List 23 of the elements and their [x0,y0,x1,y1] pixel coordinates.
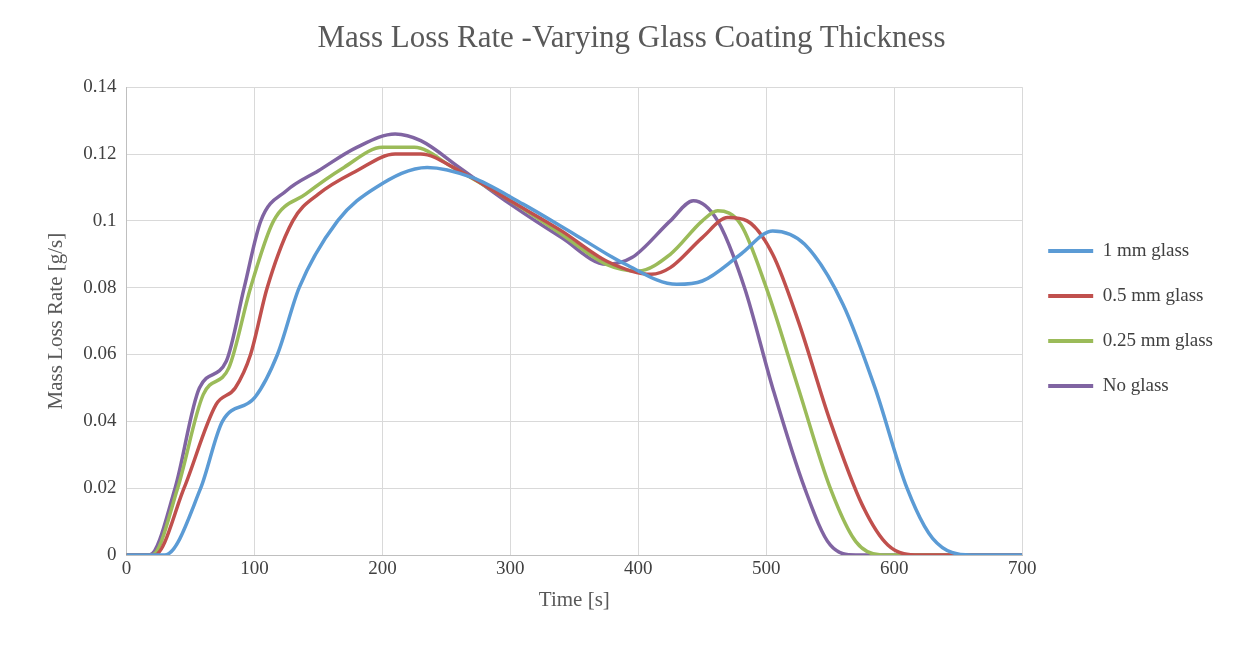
x-tick-label: 400 [624,557,653,579]
y-tick-label: 0.04 [83,409,117,431]
legend-label: No glass [1102,373,1169,395]
x-tick-label: 200 [368,557,397,579]
x-tick-label: 100 [240,557,269,579]
x-axis-title: Time [s] [538,586,610,611]
legend-label: 0.25 mm glass [1102,328,1213,350]
y-tick-label: 0.06 [83,342,117,364]
y-tick-label: 0 [106,542,117,564]
y-axis-title: Mass Loss Rate [g/s] [43,232,68,410]
y-tick-label: 0.12 [83,142,117,164]
x-tick-label: 0 [121,557,132,579]
chart-title: Mass Loss Rate -Varying Glass Coating Thickness [317,18,946,54]
legend-label: 0.5 mm glass [1102,283,1204,305]
y-tick-label: 0.1 [92,208,117,230]
x-tick-label: 300 [496,557,525,579]
y-tick-label: 0.08 [83,275,117,297]
x-tick-label: 500 [752,557,781,579]
y-tick-label: 0.02 [83,476,117,498]
y-tick-label: 0.14 [83,75,117,97]
x-tick-label: 700 [1007,557,1037,579]
x-tick-label: 600 [879,557,909,579]
legend-label: 1 mm glass [1102,238,1190,260]
